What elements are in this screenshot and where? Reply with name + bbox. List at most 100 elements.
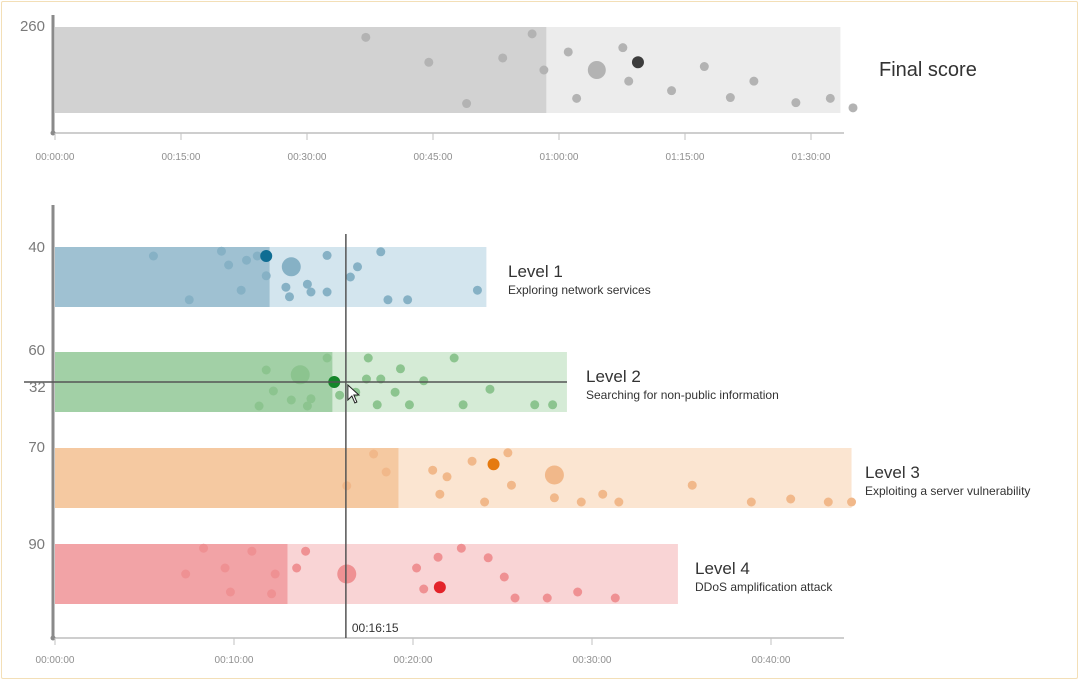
level-point xyxy=(823,497,833,507)
score-point xyxy=(539,65,549,75)
level-point xyxy=(428,465,438,475)
level-point xyxy=(254,401,264,411)
level-solved-bar xyxy=(55,247,270,307)
level-point xyxy=(302,279,312,289)
level-point xyxy=(220,563,230,573)
level-point xyxy=(301,546,311,556)
score-x-tick-label: 00:00:00 xyxy=(36,152,75,163)
level-point xyxy=(292,563,302,573)
score-point xyxy=(618,43,628,53)
level-point xyxy=(483,553,493,563)
level-title: Level 4 xyxy=(695,559,750,578)
level-point xyxy=(687,480,697,490)
level-title: Level 3 xyxy=(865,463,920,482)
level-solved-bar xyxy=(55,448,399,508)
level-point xyxy=(286,395,296,405)
level-point xyxy=(746,497,756,507)
level-point xyxy=(786,494,796,504)
score-point xyxy=(825,93,835,103)
level-point xyxy=(236,285,246,295)
level-point xyxy=(322,287,332,297)
level-y-label: 70 xyxy=(28,439,45,456)
level-point xyxy=(598,489,608,499)
level-y-label: 40 xyxy=(28,239,45,256)
score-axis-origin xyxy=(50,130,56,136)
levels-x-tick-label: 00:10:00 xyxy=(215,655,254,666)
score-x-tick-label: 01:15:00 xyxy=(666,152,705,163)
level-point xyxy=(322,250,332,260)
score-point xyxy=(749,76,759,86)
score-x-tick-label: 00:15:00 xyxy=(162,152,201,163)
level-subtitle: Exploiting a server vulnerability xyxy=(865,484,1030,498)
level-subtitle: Exploring network services xyxy=(508,283,651,297)
score-point xyxy=(587,61,606,79)
level-point xyxy=(390,387,400,397)
levels-x-tick-label: 00:20:00 xyxy=(394,655,433,666)
level-point xyxy=(281,257,301,277)
score-point xyxy=(848,103,858,113)
cursor-value-label: 32 xyxy=(29,379,46,396)
level-row-1: 40 Level 1 Exploring network services xyxy=(28,239,651,307)
score-point xyxy=(791,98,801,108)
level-point xyxy=(199,543,209,553)
score-point xyxy=(498,53,508,63)
level-point xyxy=(480,497,490,507)
level-point xyxy=(610,593,620,603)
level-point xyxy=(242,255,252,265)
level-point xyxy=(322,353,332,363)
level-point xyxy=(435,489,445,499)
level-remaining-bar xyxy=(269,247,487,307)
score-title: Final score xyxy=(879,59,977,81)
score-point xyxy=(667,86,677,96)
level-point xyxy=(184,295,194,305)
level-remaining-bar xyxy=(398,448,852,508)
mouse-pointer-icon xyxy=(347,383,361,404)
level-point xyxy=(353,262,363,272)
level-point xyxy=(530,400,540,410)
score-point xyxy=(424,57,434,67)
level-point xyxy=(216,246,226,256)
level-point xyxy=(270,569,280,579)
level-point xyxy=(548,400,558,410)
level-point xyxy=(306,394,316,404)
level-point xyxy=(456,543,466,553)
level-point xyxy=(181,569,191,579)
level-point xyxy=(225,587,235,597)
level-point xyxy=(503,448,513,458)
level-point xyxy=(458,400,468,410)
level-point xyxy=(376,247,386,257)
level-point xyxy=(419,376,429,386)
score-x-tick-label: 01:00:00 xyxy=(540,152,579,163)
level-point xyxy=(281,282,291,292)
level-point xyxy=(467,456,477,466)
score-point xyxy=(725,93,735,103)
level-point xyxy=(549,493,559,503)
level-subtitle: DDoS amplification attack xyxy=(695,580,833,594)
level-point-current xyxy=(487,458,500,471)
level-point xyxy=(261,271,271,281)
score-point xyxy=(563,47,573,57)
level-y-label: 60 xyxy=(28,342,45,359)
level-point xyxy=(412,563,422,573)
score-point xyxy=(624,76,634,86)
level-point xyxy=(472,285,482,295)
level-row-4: 90 Level 4 DDoS amplification attack xyxy=(28,536,833,604)
levels-x-tick-label: 00:30:00 xyxy=(573,655,612,666)
level-point xyxy=(337,564,357,584)
level-point-current xyxy=(433,581,446,594)
level-point xyxy=(268,386,278,396)
level-point xyxy=(419,584,429,594)
level-point xyxy=(395,364,405,374)
level-point xyxy=(847,497,857,507)
level-point xyxy=(252,251,262,261)
level-point xyxy=(542,593,552,603)
level-point xyxy=(485,384,495,394)
level-point xyxy=(345,272,355,282)
level-point xyxy=(372,400,382,410)
score-point-current xyxy=(631,56,644,69)
level-point xyxy=(614,497,624,507)
level-point xyxy=(544,465,564,485)
level-y-label: 90 xyxy=(28,536,45,553)
level-point xyxy=(506,480,516,490)
